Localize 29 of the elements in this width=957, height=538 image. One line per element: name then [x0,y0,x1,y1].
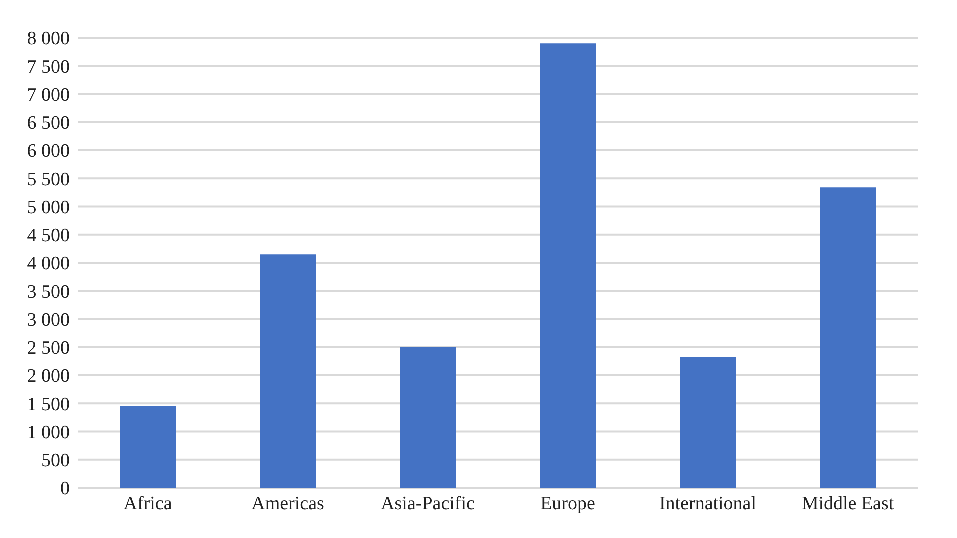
x-tick-label: Asia-Pacific [381,493,475,514]
y-tick-label: 5 000 [27,197,70,218]
x-tick-label: Africa [124,493,173,514]
y-tick-label: 7 000 [27,84,70,106]
y-tick-label: 4 500 [27,226,70,247]
y-tick-label: 6 000 [27,141,70,162]
y-tick-label: 4 000 [27,254,70,275]
y-tick-label: 6 500 [27,113,70,134]
y-tick-label: 1 500 [27,394,70,416]
bar [120,406,176,488]
x-tick-label: Middle East [802,493,895,514]
bar [260,254,316,488]
y-tick-label: 5 500 [27,169,70,190]
bar [820,188,876,488]
y-tick-label: 2 000 [27,366,70,388]
y-tick-label: 7 500 [27,56,70,78]
bar [400,347,456,488]
x-tick-label: Europe [540,493,596,514]
y-tick-label: 0 [60,478,70,500]
y-tick-label: 3 500 [27,282,70,303]
y-tick-label: 1 000 [27,422,70,444]
y-tick-label: 8 000 [27,28,70,50]
y-tick-label: 500 [42,450,70,472]
bar [680,358,736,488]
y-tick-label: 2 500 [27,338,70,360]
x-tick-label: Americas [252,493,324,514]
bar [540,44,596,488]
x-tick-label: International [659,493,757,514]
y-tick-label: 3 000 [27,310,70,331]
